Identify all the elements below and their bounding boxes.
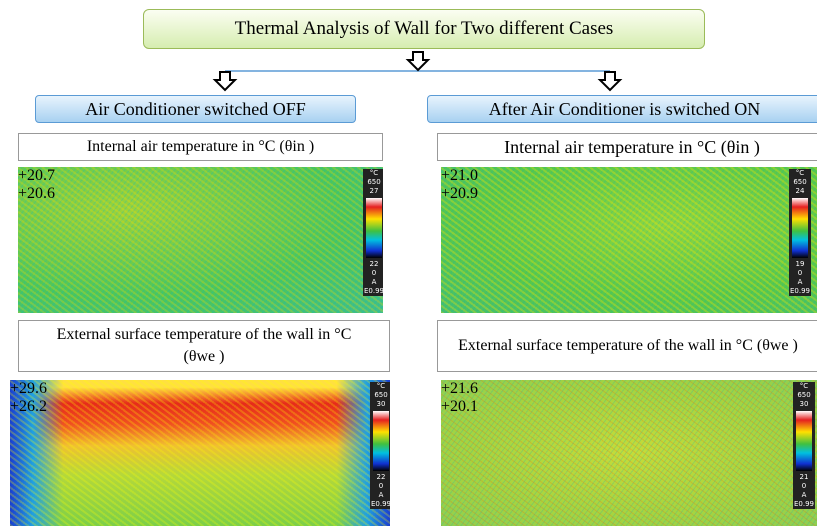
marker-value: 26.2 — [19, 398, 48, 415]
thermal-image: +20.7 +20.6 °C 650 27 22 0 A E0.99 — [18, 167, 383, 313]
scale-text: °C — [376, 382, 386, 390]
thermal-image: +29.6 +26.2 °C 650 30 22 0 A E0.99 — [10, 380, 390, 526]
temp-marker: +29.6 — [10, 380, 390, 398]
case-heading: After Air Conditioner is switched ON — [427, 95, 817, 123]
external-label: External surface temperature of the wall… — [18, 320, 390, 372]
scale-text: E0.99 — [370, 500, 390, 508]
scale-text: 27 — [369, 187, 379, 195]
scale-text: 0 — [797, 269, 803, 277]
color-scale: °C 650 30 21 0 A E0.99 — [793, 382, 815, 509]
marker-value: 20.1 — [450, 398, 479, 415]
temp-marker: +21.6 — [441, 380, 817, 398]
scale-text: 0 — [801, 482, 807, 490]
scale-text: °C — [369, 169, 379, 177]
thermal-image: +21.6 +20.1 °C 650 30 21 0 A E0.99 — [441, 380, 817, 526]
scale-bar — [792, 198, 808, 258]
temp-marker: +20.9 — [441, 185, 817, 203]
scale-text: 650 — [793, 178, 807, 186]
internal-label: Internal air temperature in °C (θin ) — [437, 133, 817, 161]
internal-label: Internal air temperature in °C (θin ) — [18, 133, 383, 161]
thermal-image: +21.0 +20.9 °C 650 24 19 0 A E0.99 — [441, 167, 817, 313]
scale-text: 650 — [367, 178, 381, 186]
marker-value: 20.7 — [27, 167, 56, 184]
crosshair: + — [441, 167, 451, 184]
scale-text: 24 — [795, 187, 805, 195]
case-heading: Air Conditioner switched OFF — [35, 95, 356, 123]
marker-value: 20.9 — [450, 185, 479, 202]
scale-text: 19 — [795, 260, 805, 268]
scale-text: E0.99 — [793, 500, 814, 508]
scale-text: °C — [799, 382, 809, 390]
crosshair: + — [10, 398, 20, 415]
temp-marker: +20.6 — [18, 185, 383, 203]
crosshair: + — [18, 185, 28, 202]
scale-text: 21 — [799, 473, 809, 481]
color-scale: °C 650 24 19 0 A E0.99 — [789, 169, 811, 296]
scale-text: A — [801, 491, 807, 499]
scale-bar — [796, 411, 812, 471]
scale-text: 30 — [799, 400, 809, 408]
crosshair: + — [441, 380, 451, 397]
scale-text: E0.99 — [789, 287, 810, 295]
marker-value: 20.6 — [27, 185, 56, 202]
scale-text: A — [797, 278, 803, 286]
external-label: External surface temperature of the wall… — [437, 320, 817, 372]
crosshair: + — [441, 185, 451, 202]
scale-text: 30 — [376, 400, 386, 408]
scale-text: 650 — [797, 391, 811, 399]
crosshair: + — [18, 167, 28, 184]
scale-text: A — [378, 491, 384, 499]
temp-marker: +20.1 — [441, 398, 817, 416]
title: Thermal Analysis of Wall for Two differe… — [143, 9, 705, 49]
crosshair: + — [441, 398, 451, 415]
scale-bar — [366, 198, 382, 258]
scale-text: °C — [795, 169, 805, 177]
temp-marker: +26.2 — [10, 398, 390, 416]
temp-marker: +21.0 — [441, 167, 817, 185]
scale-bar — [373, 411, 389, 471]
connectors — [212, 51, 623, 92]
scale-text: 0 — [371, 269, 377, 277]
scale-text: A — [371, 278, 377, 286]
scale-text: 22 — [369, 260, 379, 268]
scale-text: 650 — [374, 391, 388, 399]
crosshair: + — [10, 380, 20, 397]
scale-text: 22 — [376, 473, 386, 481]
marker-value: 21.0 — [450, 167, 479, 184]
marker-value: 21.6 — [450, 380, 479, 397]
scale-text: E0.99 — [363, 287, 383, 295]
marker-value: 29.6 — [19, 380, 48, 397]
color-scale: °C 650 27 22 0 A E0.99 — [363, 169, 383, 296]
color-scale: °C 650 30 22 0 A E0.99 — [370, 382, 390, 509]
scale-text: 0 — [378, 482, 384, 490]
temp-marker: +20.7 — [18, 167, 383, 185]
